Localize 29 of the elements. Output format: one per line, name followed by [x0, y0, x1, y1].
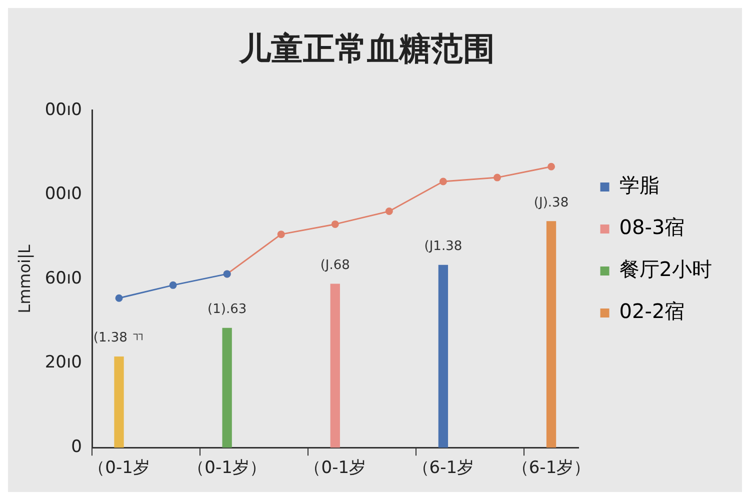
annotation: (J1.38 — [424, 239, 462, 254]
text: 00ı0 — [44, 100, 82, 120]
y-axis-title: Lmmoi|L — [14, 244, 34, 314]
point — [493, 174, 501, 182]
x-tick-label: （0-1岁） — [188, 458, 266, 478]
point — [331, 220, 339, 228]
point — [439, 178, 447, 186]
text: 20ı0 — [44, 352, 82, 373]
point — [169, 281, 177, 289]
text: 00ı0 — [44, 184, 82, 204]
point — [548, 162, 556, 170]
legend-label: 08-3宿 — [619, 215, 685, 240]
annotation: (J).38 — [534, 195, 569, 210]
x-tick-label: （6-1岁 — [412, 458, 474, 478]
chart-title: 儿童正常血糖范围 — [238, 30, 495, 68]
annotation: (1.38 ㄲ — [93, 330, 145, 346]
point — [115, 294, 123, 302]
legend-label: 02-2宿 — [619, 299, 685, 324]
point — [385, 208, 393, 216]
annotation: (1).63 — [208, 302, 247, 318]
point — [277, 230, 285, 238]
x-tick-label: （0-1岁 — [88, 458, 150, 478]
x-tick-label: （6-1岁） — [512, 458, 591, 478]
legend-label: 学脂 — [619, 173, 660, 198]
x-tick-label: （0-1岁 — [304, 458, 366, 478]
legend-label: 餐厅2小时 — [619, 257, 712, 282]
annotation: (J.68 — [320, 258, 350, 273]
text: 0 — [71, 437, 82, 458]
text: 60ı0 — [44, 268, 82, 288]
